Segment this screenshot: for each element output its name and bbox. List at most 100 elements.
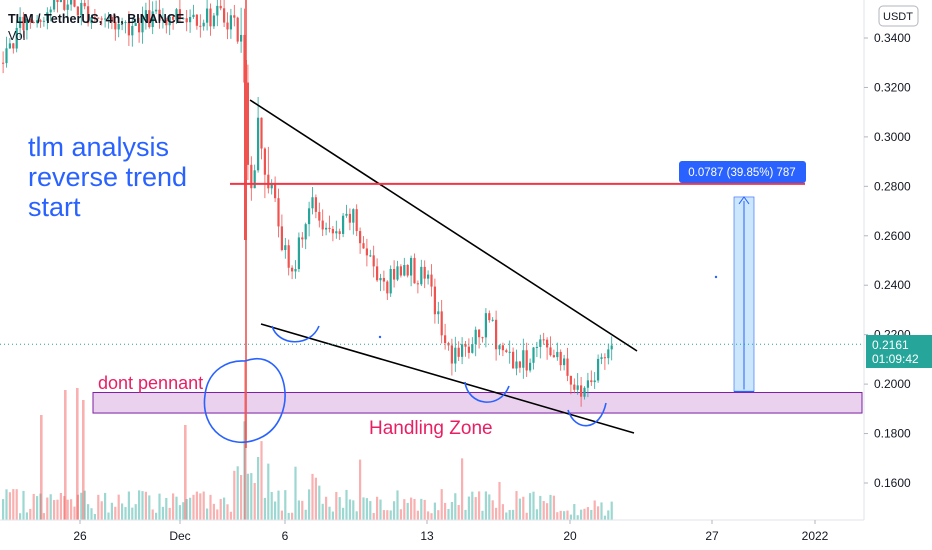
price-tick-label: 0.1800 (874, 427, 911, 441)
candle-body (199, 25, 202, 27)
volume-bar (552, 495, 555, 520)
candle-body (396, 266, 399, 280)
volume-bar (25, 512, 28, 520)
candle-body (155, 9, 158, 12)
candle-body (274, 183, 277, 199)
candle-body (304, 224, 307, 240)
volume-bar (42, 513, 45, 520)
candle-body (29, 18, 32, 23)
volume-bar (576, 515, 579, 520)
candle-body (53, 0, 56, 10)
volume-bar (325, 496, 328, 520)
candle-body (73, 0, 76, 7)
volume-bar (73, 506, 76, 520)
candle-body (294, 269, 297, 272)
candle-body (491, 319, 494, 321)
candle-body (600, 357, 603, 359)
candle-body (481, 337, 484, 339)
volume-bar (430, 513, 433, 520)
candle-body (484, 313, 487, 338)
volume-bar (525, 512, 528, 520)
chart-title: TLM / TetherUS, 4h, BINANCE (8, 12, 184, 26)
candle-body (182, 18, 185, 20)
upper-trendline (249, 99, 638, 352)
volume-bar (236, 466, 239, 520)
volume-bar (82, 400, 85, 520)
volume-bar (260, 441, 263, 520)
volume-bar (607, 510, 610, 520)
volume-bar (124, 507, 127, 520)
candle-body (168, 16, 171, 26)
volume-bar (413, 498, 416, 520)
candle-body (423, 266, 426, 279)
volume-bar (433, 502, 436, 520)
candle-body (597, 358, 600, 381)
candle-body (518, 361, 521, 368)
candle-body (158, 9, 161, 21)
volume-bar (444, 502, 447, 520)
candle-body (505, 350, 508, 352)
volume-bar (501, 504, 504, 520)
volume-bar (461, 458, 464, 520)
pennant-circle-note (203, 358, 286, 444)
candle-body (552, 355, 555, 358)
candle-body (104, 18, 107, 20)
volume-bar (202, 491, 205, 520)
candle-body (8, 43, 11, 49)
volume-bar (308, 489, 311, 520)
volume-bar (175, 496, 178, 520)
candle-body (386, 281, 389, 294)
volume-bar (100, 501, 103, 520)
time-tick-label: 26 (73, 529, 87, 543)
candle-body (39, 20, 42, 22)
volume-bar (134, 504, 137, 520)
volume-bar (284, 490, 287, 520)
candle-body (488, 313, 491, 321)
volume-bar (226, 504, 229, 520)
volume-bar (304, 509, 307, 520)
currency-badge-label: USDT (883, 11, 913, 23)
volume-bar (233, 470, 236, 520)
volume-bar (365, 498, 368, 520)
candle-body (586, 380, 589, 388)
volume-bar (515, 491, 518, 520)
volume-bar (250, 473, 253, 520)
candle-body (406, 264, 409, 276)
volume-bar (393, 501, 396, 520)
volume-bar (359, 459, 362, 520)
candle-body (144, 10, 147, 18)
cup-note-2 (464, 381, 510, 403)
volume-bar (267, 463, 270, 520)
candle-body (175, 9, 178, 20)
volume-bar (549, 494, 552, 520)
currency-badge[interactable] (878, 5, 919, 27)
candle-body (209, 8, 212, 27)
candle-body (25, 18, 28, 31)
volume-bar (382, 510, 385, 520)
volume-bar (318, 485, 321, 520)
lower-trendline (260, 323, 635, 434)
volume-bar (195, 491, 198, 520)
candle-body (127, 21, 130, 36)
volume-bar (83, 490, 86, 520)
price-tick-label: 0.3400 (874, 31, 911, 45)
candle-body (250, 164, 253, 189)
candle-body (379, 277, 382, 281)
price-tick-label: 0.3200 (874, 80, 911, 94)
candle-body (539, 339, 542, 347)
volume-bar (593, 500, 596, 520)
candle-body (331, 228, 334, 234)
candle-body (263, 148, 266, 175)
volume-bar (603, 515, 606, 520)
volume-bar (240, 475, 243, 520)
marker-dot (714, 275, 718, 279)
candle-body (454, 347, 457, 364)
volume-bar (491, 500, 494, 520)
volume-bar (522, 496, 525, 520)
candle-body (495, 319, 498, 350)
candle-body (474, 329, 477, 345)
candle-body (566, 358, 569, 376)
candle-body (580, 385, 583, 397)
